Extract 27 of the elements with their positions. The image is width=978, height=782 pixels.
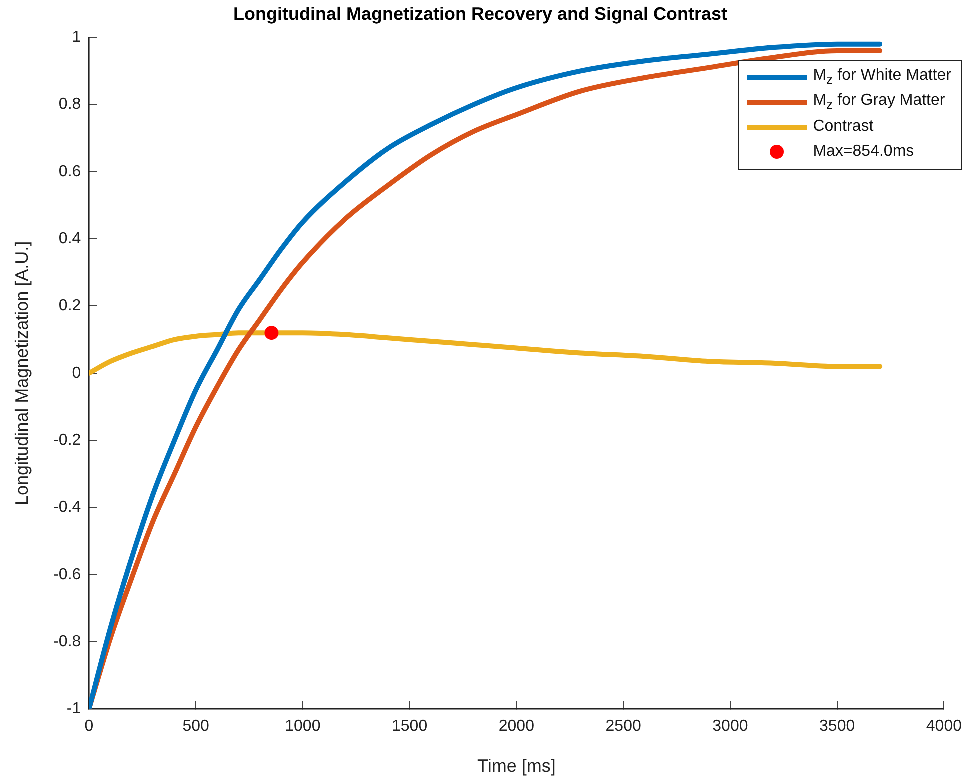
x-tick-label: 1500 [392,718,428,736]
x-tick-label: 3000 [712,718,748,736]
legend-label: Max=854.0ms [813,143,914,162]
y-tick-label: 0 [72,364,82,382]
legend-label: Contrast [813,118,874,136]
y-tick-label: -0.6 [54,566,82,584]
y-tick-label: 0.8 [58,96,82,114]
y-tick-label: -0.4 [54,499,82,516]
x-tick-label: 3500 [820,718,856,736]
x-tick-label: 0 [84,718,94,736]
x-tick-label: 500 [182,718,210,736]
y-tick-label: 0.2 [58,298,82,315]
y-tick-label: -0.2 [54,432,82,449]
y-tick-label: -0.8 [54,633,82,650]
x-tick-label: 2500 [606,718,642,736]
y-tick-label: 1 [72,29,82,46]
x-tick-label: 1000 [285,718,321,736]
x-axis-title: Time [ms] [478,756,556,776]
y-tick-label: 0.4 [58,230,82,248]
y-axis-title: Longitudinal Magnetization [A.U.] [12,241,32,506]
x-tick-label: 4000 [926,718,962,736]
y-tick-label: 0.6 [58,163,82,180]
chart-title: Longitudinal Magnetization Recovery and Signal Contrast [233,4,728,24]
legend-label: M$_{z}$ for White Matter [813,67,952,88]
x-tick-label: 2000 [498,718,535,736]
y-tick-label: -1 [66,700,82,718]
legend-label: M$_{z}$ for Gray Matter [813,92,946,112]
